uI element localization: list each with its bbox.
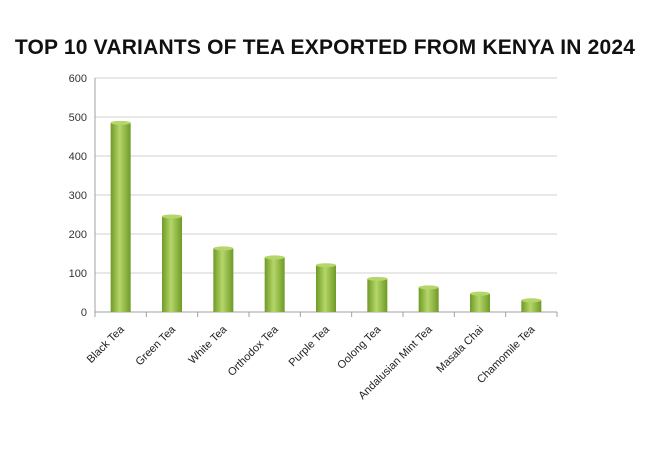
x-category-label: Black Tea <box>85 323 128 366</box>
bar-top-cap <box>316 263 336 268</box>
x-category-label: Purple Tea <box>287 323 333 369</box>
chart-title: TOP 10 VARIANTS OF TEA EXPORTED FROM KEN… <box>14 36 636 59</box>
bar-green-tea <box>162 216 182 312</box>
bar-top-cap <box>264 255 285 260</box>
x-category-label: Oolong Tea <box>335 323 384 372</box>
bar-purple-tea <box>316 265 336 312</box>
x-category-label: Masala Chai <box>434 324 486 376</box>
x-category-label: White Tea <box>187 323 231 367</box>
bar-top-cap <box>110 120 131 125</box>
bar-chamomile-tea <box>521 300 542 312</box>
bar-white-tea <box>213 248 234 312</box>
bar-masala-chai <box>470 293 490 312</box>
y-tick-label: 100 <box>69 268 87 280</box>
bar-orthodox-tea <box>264 257 285 312</box>
bar-top-cap <box>521 298 542 303</box>
bars <box>110 120 542 312</box>
y-tick-label: 400 <box>69 151 87 163</box>
bar-top-cap <box>418 285 439 290</box>
y-tick-label: 0 <box>81 307 87 319</box>
labels: 0 100 200 300 400 500 600 Black Tea Green Tea Whi… <box>69 73 538 402</box>
y-tick-label: 500 <box>69 112 87 124</box>
bar-top-cap <box>213 246 234 251</box>
y-tick-label: 300 <box>69 190 87 202</box>
y-tick-label: 600 <box>69 73 87 85</box>
bar-andalusian-mint-tea <box>418 287 439 312</box>
bar-top-cap <box>162 214 182 219</box>
bar-top-cap <box>470 291 490 296</box>
bar-oolong-tea <box>367 278 388 312</box>
x-category-label: Orthodox Tea <box>226 323 282 379</box>
bar-black-tea <box>110 122 131 312</box>
bar-top-cap <box>367 276 388 281</box>
y-tick-label: 200 <box>69 229 87 241</box>
x-category-label: Green Tea <box>133 323 178 368</box>
